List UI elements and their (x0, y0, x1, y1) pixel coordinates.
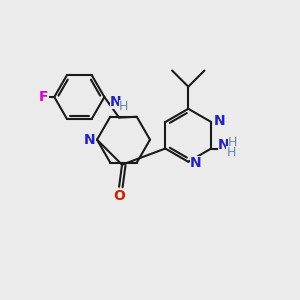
Text: H: H (228, 136, 237, 148)
Text: N: N (218, 138, 230, 152)
Text: O: O (113, 189, 125, 202)
Text: N: N (110, 95, 122, 109)
Text: N: N (84, 133, 95, 147)
Text: H: H (226, 146, 236, 159)
Text: N: N (214, 114, 225, 128)
Text: N: N (190, 156, 202, 170)
Text: H: H (119, 100, 128, 113)
Text: F: F (39, 90, 49, 104)
